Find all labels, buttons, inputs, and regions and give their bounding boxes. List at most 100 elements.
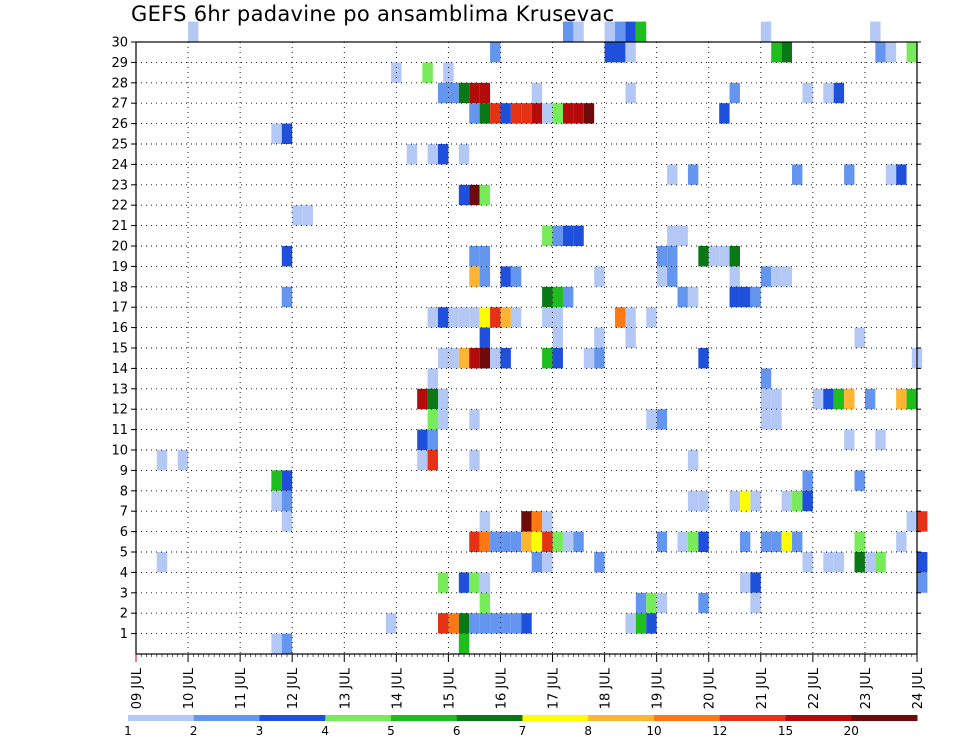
heat-cell	[687, 164, 699, 185]
heat-cell	[583, 348, 595, 369]
heat-cell	[479, 592, 491, 614]
heat-cell	[625, 327, 636, 348]
x-axis: 09 JUL 10 JUL 11 JUL 12 JUL 13 JUL 14 JUL 15 J…	[130, 654, 926, 709]
heat-cell	[781, 490, 793, 512]
heat-cell	[656, 531, 668, 552]
heat-cell	[562, 21, 574, 42]
heat-cell	[469, 531, 480, 552]
heat-cell	[479, 511, 491, 532]
heat-cell	[552, 327, 563, 348]
y-tick-label: 6	[120, 525, 128, 540]
heat-cell	[552, 531, 563, 552]
heat-cell	[531, 552, 543, 573]
heat-cell	[500, 103, 511, 124]
y-tick-label: 9	[120, 464, 128, 479]
x-tick-label: 22 JUL	[807, 667, 822, 709]
x-tick-label: 12 JUL	[286, 667, 301, 709]
heat-cell	[875, 42, 886, 63]
colorbar-swatch	[785, 715, 852, 721]
heat-cell	[656, 246, 668, 267]
heat-cell	[427, 388, 438, 410]
grid-layer	[136, 42, 917, 654]
heat-cell	[552, 348, 563, 369]
heat-cell	[906, 42, 917, 63]
heat-cell	[875, 429, 886, 450]
heat-cell	[854, 552, 865, 573]
heat-cell	[427, 307, 438, 328]
heat-cell	[458, 307, 470, 328]
heat-cell	[542, 225, 553, 246]
heat-cell	[604, 42, 616, 63]
heat-cell	[281, 286, 293, 308]
y-tick-label: 24	[111, 158, 128, 173]
x-tick-label: 18 JUL	[599, 667, 614, 709]
heat-cell	[729, 286, 740, 308]
heat-cell	[687, 450, 699, 471]
heat-cell	[469, 307, 480, 328]
heat-cell	[729, 82, 740, 104]
heat-cell	[458, 184, 470, 206]
heat-cell	[635, 592, 647, 614]
y-tick-label: 29	[111, 56, 128, 71]
x-tick-label: 16 JUL	[494, 667, 509, 709]
heat-cell	[552, 103, 563, 124]
heat-cell	[750, 286, 761, 308]
heat-cell	[760, 368, 772, 389]
heat-cell	[719, 246, 730, 267]
heat-cell	[490, 103, 501, 124]
x-tick-label: 20 JUL	[703, 667, 718, 709]
heat-cell	[437, 82, 449, 104]
heat-cell	[896, 531, 907, 552]
cells-layer	[156, 21, 928, 654]
heat-cell	[615, 21, 626, 42]
heat-cell	[760, 409, 772, 430]
heat-cell	[156, 552, 168, 573]
y-tick-label: 18	[111, 280, 128, 295]
heat-cell	[698, 592, 709, 614]
heat-cell	[583, 103, 595, 124]
heat-cell	[281, 511, 293, 532]
heat-cell	[906, 388, 917, 410]
colorbar-swatch	[325, 715, 392, 721]
heat-cell	[469, 572, 480, 593]
heat-cell	[870, 21, 881, 42]
y-tick-label: 30	[111, 36, 128, 51]
heat-cell	[667, 225, 678, 246]
heat-cell	[687, 531, 699, 552]
y-tick-label: 7	[120, 505, 128, 520]
heat-cell	[750, 490, 761, 512]
colorbar-label: 1	[124, 724, 132, 738]
heat-cell	[490, 531, 501, 552]
heat-cell	[469, 348, 480, 369]
heat-cell	[677, 531, 688, 552]
heat-cell	[656, 266, 668, 287]
heat-cell	[531, 103, 543, 124]
heat-cell	[625, 42, 636, 63]
heat-cell	[510, 307, 522, 328]
heat-cell	[458, 82, 470, 104]
heat-cell	[667, 246, 678, 267]
heat-cell	[698, 490, 709, 512]
heat-cell	[542, 511, 553, 532]
heat-cell	[792, 531, 803, 552]
heat-cell	[594, 348, 605, 369]
heat-cell	[552, 307, 563, 328]
heat-cell	[469, 184, 480, 206]
y-tick-label: 10	[111, 444, 128, 459]
heat-cell	[604, 21, 616, 42]
heat-cell	[469, 82, 480, 104]
x-tick-label: 21 JUL	[755, 667, 770, 709]
heat-cell	[500, 531, 511, 552]
heat-cell	[448, 82, 459, 104]
heat-cell	[667, 164, 678, 185]
colorbar-swatch	[456, 715, 523, 721]
heat-cell	[188, 21, 199, 42]
heat-cell	[823, 82, 834, 104]
colorbar-swatch	[719, 715, 786, 721]
heat-cell	[500, 307, 511, 328]
heat-cell	[427, 429, 438, 450]
heat-cell	[177, 450, 189, 471]
x-tick-label: 11 JUL	[234, 667, 249, 709]
heat-cell	[812, 388, 824, 410]
heat-cell	[792, 164, 803, 185]
